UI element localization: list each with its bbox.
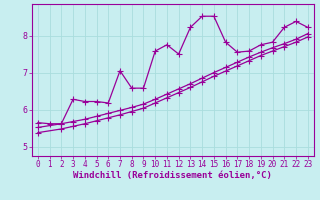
X-axis label: Windchill (Refroidissement éolien,°C): Windchill (Refroidissement éolien,°C) bbox=[73, 171, 272, 180]
